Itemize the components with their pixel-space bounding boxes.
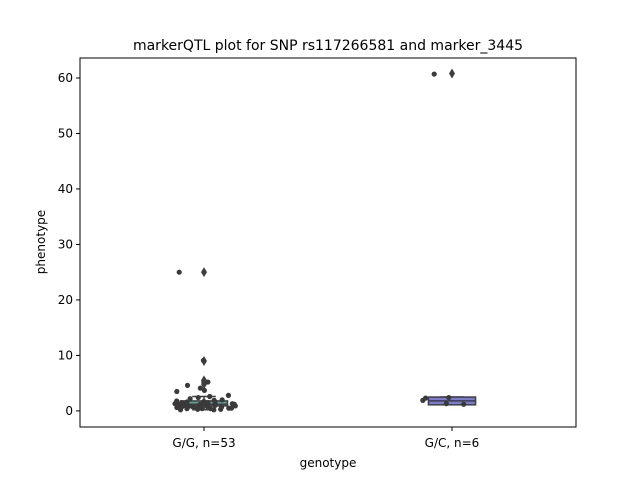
data-point [176,269,182,275]
plot-layer [172,68,477,413]
chart-title: markerQTL plot for SNP rs117266581 and m… [133,38,523,54]
outlier-marker [449,68,455,79]
data-point [431,71,437,77]
y-axis-label: phenotype [34,210,48,274]
data-point [187,396,193,402]
y-tick-label: 30 [58,237,73,251]
data-point [420,397,426,403]
data-point [184,382,191,388]
data-point [199,406,205,412]
data-point [212,402,218,408]
data-point [207,393,213,400]
data-point [197,385,203,391]
data-point [200,357,206,364]
y-axis: 0 10 20 30 40 50 60 [58,71,80,418]
data-point [205,379,211,385]
data-point [211,407,217,413]
x-axis-label: genotype [300,456,357,470]
y-tick-label: 60 [58,71,73,85]
data-point [184,406,190,412]
data-point [443,401,449,407]
x-tick-label: G/G, n=53 [172,436,235,450]
y-tick-label: 10 [58,348,73,362]
x-axis: G/G, n=53 G/C, n=6 [172,427,479,450]
data-point [201,387,208,393]
data-point [172,401,178,407]
data-point [195,406,201,412]
y-tick-label: 40 [58,182,73,196]
data-point [195,394,201,401]
axes-frame [79,57,577,428]
data-point [225,392,232,398]
data-point [446,394,452,401]
data-point [226,405,232,411]
y-tick-label: 50 [58,126,73,140]
y-tick-label: 20 [58,293,73,307]
data-point [232,403,238,409]
data-point [461,401,467,407]
data-point [174,388,180,395]
y-tick-label: 0 [65,404,73,418]
data-point [218,406,224,412]
x-tick-label: G/C, n=6 [425,436,480,450]
data-point [177,407,184,413]
data-point [219,397,225,403]
outlier-marker [201,267,207,278]
